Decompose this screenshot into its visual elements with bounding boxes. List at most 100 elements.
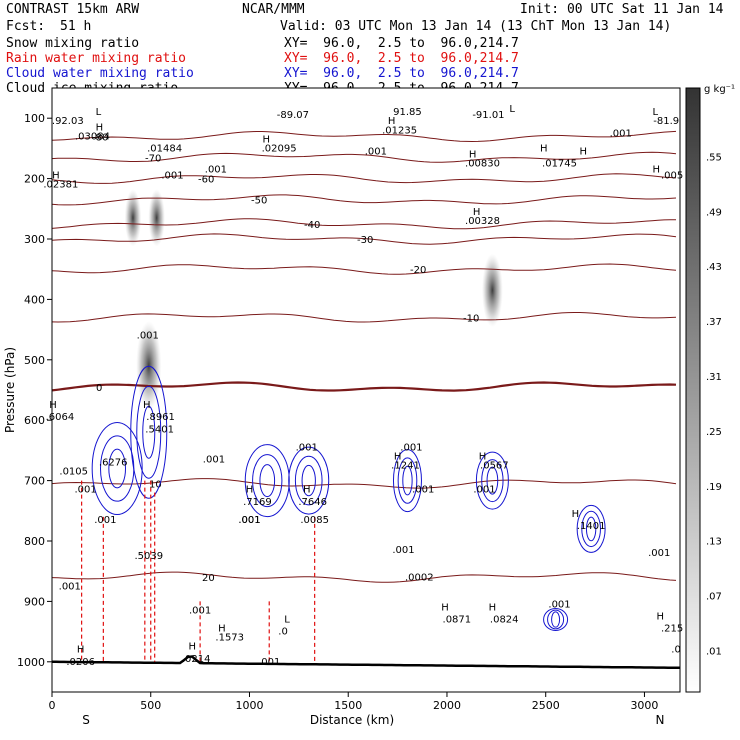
annotation-18: .00830 xyxy=(465,159,500,170)
north-end-label: N xyxy=(656,713,665,727)
y-tick-label-3: 400 xyxy=(24,293,45,306)
annotation-63: .215 xyxy=(661,624,683,635)
colorbar-tick-8: .49 xyxy=(706,207,722,218)
cloud-water-contour-4-3 xyxy=(475,451,509,510)
init-time: Init: 00 UTC Sat 11 Jan 14 xyxy=(520,2,724,17)
annotation-14: -81.9 xyxy=(653,116,679,127)
annotation-33: H xyxy=(143,400,151,411)
isotherm-label-10: 20 xyxy=(202,573,215,584)
field-name-cloud-water: Cloud water mixing ratio xyxy=(6,66,194,81)
isotherm-label-6: -20 xyxy=(410,265,426,276)
annotation-12: L xyxy=(509,104,515,115)
annotation-21: H xyxy=(579,146,587,157)
isotherm--60 xyxy=(51,173,677,184)
annotation-48: .7646 xyxy=(298,497,327,508)
annotation-79: .001 xyxy=(258,657,280,668)
isotherm-label-3: -50 xyxy=(251,196,267,207)
annotation-3: .03084 xyxy=(75,131,110,142)
isotherm--70 xyxy=(51,151,677,163)
y-tick-label-0: 100 xyxy=(24,112,45,125)
isotherm-label-2: -60 xyxy=(198,175,214,186)
colorbar-tick-5: .31 xyxy=(706,372,722,383)
annotation-42: H xyxy=(479,451,487,462)
cloud-water-contour-3-3 xyxy=(288,446,330,515)
annotation-67: .001 xyxy=(94,515,116,526)
cloud-water-contour-7-3 xyxy=(543,608,569,632)
annotation-28: H xyxy=(473,207,481,218)
cloud-water-contour-6-2 xyxy=(397,457,418,504)
annotation-49: .001 xyxy=(412,485,434,496)
annotation-23: .02381 xyxy=(43,180,78,191)
annotation-75: H xyxy=(77,645,85,656)
annotation-55: .001 xyxy=(392,545,414,556)
annotation-62: H xyxy=(656,612,664,623)
isotherm-label-9: 10 xyxy=(149,480,162,491)
field-name-rain: Rain water mixing ratio xyxy=(6,51,187,66)
x-tick-label-4: 2000 xyxy=(433,699,461,712)
annotation-26: .001 xyxy=(205,165,227,176)
y-tick-label-1: 200 xyxy=(24,173,45,186)
annotation-41: .1241 xyxy=(391,461,420,472)
isotherm--20 xyxy=(51,263,677,275)
annotation-57: H xyxy=(441,602,449,613)
plot-frame xyxy=(51,87,681,693)
cloud-water-contour-5-3 xyxy=(576,504,606,553)
colorbar-tick-1: .07 xyxy=(706,592,722,603)
isotherm-20 xyxy=(51,571,677,583)
annotation-20: .01745 xyxy=(542,159,577,170)
annotation-2: H xyxy=(96,122,104,133)
cloud-water-contour-2-3 xyxy=(244,444,290,518)
x-tick-label-0: 0 xyxy=(49,699,56,712)
annotation-36: .6276 xyxy=(99,458,128,469)
annotation-56: .001 xyxy=(648,548,670,559)
isotherm-label-5: -30 xyxy=(357,235,373,246)
annotation-70: .0002 xyxy=(405,572,434,583)
annotation-58: .0871 xyxy=(443,615,472,626)
cloud-water-contour-6-3 xyxy=(392,449,422,513)
annotation-30: .001 xyxy=(137,331,159,342)
annotation-38: .001 xyxy=(296,442,318,453)
annotation-25: .005 xyxy=(661,171,683,182)
x-tick-label-1: 500 xyxy=(140,699,161,712)
isotherm--40 xyxy=(51,218,677,230)
cloud-water-contour-5-1 xyxy=(585,516,597,542)
annotation-6: .02095 xyxy=(262,143,297,154)
colorbar-tick-4: .25 xyxy=(706,427,722,438)
isotherm-label-4: -40 xyxy=(304,220,320,231)
isotherm-label-0: -80 xyxy=(92,132,108,143)
annotation-32: .6064 xyxy=(46,412,75,423)
annotation-74: .001 xyxy=(59,581,81,592)
cloud-water-contour-1-3 xyxy=(91,422,143,516)
y-tick-label-8: 900 xyxy=(24,595,45,608)
annotation-71: .001 xyxy=(189,605,211,616)
colorbar-tick-9: .55 xyxy=(706,152,722,163)
annotation-47: H xyxy=(303,485,311,496)
colorbar-tick-2: .13 xyxy=(706,537,722,548)
isotherm-label-8: 0 xyxy=(96,383,102,394)
annotation-60: .0824 xyxy=(490,615,519,626)
field-name-snow: Snow mixing ratio xyxy=(6,36,140,51)
annotation-45: H xyxy=(246,485,254,496)
cloud-water-contour-4-1 xyxy=(486,466,499,495)
annotation-80: .0 xyxy=(671,645,681,656)
y-axis-label: Pressure (hPa) xyxy=(3,347,17,433)
annotation-72: L xyxy=(284,615,290,626)
y-tick-label-7: 800 xyxy=(24,535,45,548)
y-tick-label-4: 500 xyxy=(24,354,45,367)
annotation-37: .001 xyxy=(203,454,225,465)
annotation-9: H xyxy=(388,116,396,127)
y-tick-label-6: 700 xyxy=(24,475,45,488)
colorbar-tick-6: .37 xyxy=(706,317,722,328)
annotation-39: .001 xyxy=(400,442,422,453)
forecast-hours: 51 h xyxy=(60,19,92,34)
annotation-0: L xyxy=(96,107,102,118)
isotherm-label-7: -10 xyxy=(463,314,479,325)
y-tick-label-2: 300 xyxy=(24,233,45,246)
annotation-31: H xyxy=(49,400,57,411)
cloud-water-contour-3-2 xyxy=(294,455,323,506)
forecast-label: Fcst: xyxy=(6,19,46,34)
x-tick-label-3: 1500 xyxy=(334,699,362,712)
model-title: CONTRAST 15km ARW xyxy=(6,2,140,17)
isotherm-label-1: -70 xyxy=(145,153,161,164)
